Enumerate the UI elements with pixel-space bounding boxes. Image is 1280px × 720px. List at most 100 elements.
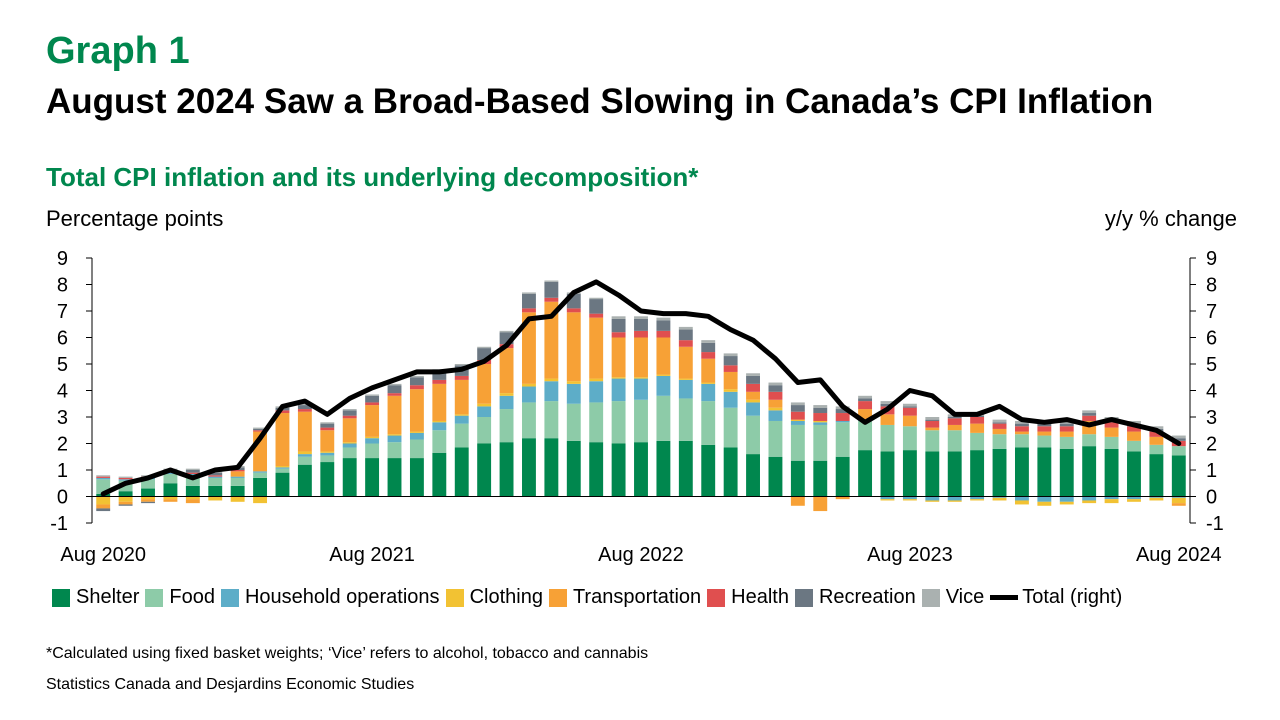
bar-segment-household-operations (1127, 496, 1141, 500)
bar-segment-shelter (387, 458, 402, 497)
legend-label: Household operations (244, 586, 440, 608)
bar-segment-transportation (409, 389, 424, 432)
bar-segment-transportation (678, 346, 693, 379)
bar-segment-recreation (1014, 423, 1029, 427)
bar-segment-health (746, 383, 760, 392)
legend-item: Health (707, 586, 789, 609)
bar-segment-transportation (1014, 431, 1029, 435)
bar-segment-shelter (880, 451, 895, 497)
bar-segment-shelter (522, 438, 536, 497)
bar-segment-shelter (118, 491, 133, 497)
legend-item: Household operations (220, 586, 440, 609)
bar-segment-transportation (1127, 431, 1141, 441)
bar-segment-health (656, 330, 671, 338)
bar-segment-health (432, 379, 447, 384)
y-tick-label-right: 6 (1206, 328, 1217, 350)
y-tick-label-right: 4 (1206, 381, 1217, 403)
bar-segment-recreation (701, 342, 716, 353)
bar-segment-shelter (454, 447, 469, 497)
bar-segment-health (858, 401, 873, 410)
bar-segment-vice (992, 419, 1007, 423)
bar-segment-food (208, 477, 223, 486)
bar-segment-vice (1059, 420, 1074, 424)
bar-segment-vice (656, 317, 671, 321)
bar-segment-household-operations (1082, 496, 1097, 501)
y-tick-label-right: 5 (1206, 354, 1217, 376)
bar-segment-health (813, 413, 828, 421)
bar-segment-shelter (342, 458, 357, 497)
bar-segment-clothing (409, 431, 424, 433)
bar-segment-household-operations (320, 452, 335, 456)
bar-segment-recreation (342, 410, 357, 416)
bar-segment-food (947, 430, 962, 452)
bar-segment-clothing (723, 389, 738, 392)
legend-swatch (52, 588, 70, 607)
bar-segment-vice (858, 395, 873, 399)
bar-segment-recreation (880, 403, 895, 407)
bar-segment-vice (790, 402, 805, 406)
bar-segment-food (1104, 436, 1119, 449)
bar-segment-food (275, 468, 290, 473)
bar-segment-household-operations (1149, 496, 1164, 498)
bar-segment-health (96, 476, 111, 478)
bar-segment-vice (522, 292, 536, 294)
bar-segment-household-operations (746, 402, 760, 416)
bar-segment-vice (185, 468, 200, 470)
bar-segment-transportation (141, 499, 155, 502)
bar-segment-clothing (275, 466, 290, 468)
bar-segment-recreation (1082, 413, 1097, 416)
bar-segment-household-operations (522, 386, 536, 403)
legend-label: Health (731, 586, 789, 608)
bar-segment-food (902, 426, 917, 451)
bar-segment-clothing (208, 496, 223, 501)
bar-segment-transportation (544, 301, 559, 379)
bar-segment-shelter (409, 458, 424, 497)
bar-segment-recreation (365, 395, 380, 403)
bar-segment-clothing (342, 442, 357, 444)
bar-segment-transportation (163, 499, 178, 502)
bar-segment-vice (611, 316, 626, 319)
bar-segment-vice (320, 422, 335, 424)
bar-segment-household-operations (275, 467, 290, 469)
bar-segment-transportation (768, 399, 783, 408)
bar-segment-shelter (208, 485, 223, 497)
bar-segment-household-operations (723, 391, 738, 408)
bar-segment-vice (387, 383, 402, 386)
bar-segment-household-operations (656, 375, 671, 396)
bar-segment-recreation (835, 409, 850, 414)
bar-segment-household-operations (118, 479, 133, 481)
bar-segment-food (544, 401, 559, 439)
bar-segment-clothing (790, 419, 805, 421)
bar-segment-vice (1082, 410, 1097, 414)
bar-segment-shelter (947, 451, 962, 497)
legend-swatch (220, 588, 239, 607)
bar-segment-household-operations (185, 473, 200, 476)
bar-segment-health (701, 352, 716, 359)
y-tick-label-left: 0 (57, 487, 68, 509)
bar-segment-health (634, 330, 648, 338)
bar-segment-transportation (1059, 431, 1074, 437)
bar-segment-clothing (163, 496, 178, 500)
bar-segment-vice (477, 346, 492, 349)
y-tick-label-right: 0 (1206, 487, 1217, 509)
bar-segment-shelter (589, 442, 604, 497)
bar-segment-food (365, 443, 380, 459)
bar-segment-food (1014, 434, 1029, 448)
bar-segment-food (656, 395, 671, 441)
bar-segment-shelter (566, 440, 581, 497)
bar-segment-clothing (454, 414, 469, 416)
y-tick-label-left: 3 (57, 407, 68, 429)
bar-segment-shelter (1014, 447, 1029, 497)
bar-segment-health (1014, 426, 1029, 432)
legend-label: Total (right) (1022, 586, 1123, 608)
bar-segment-household-operations (342, 443, 357, 448)
bar-segment-household-operations (880, 496, 895, 500)
bar-segment-transportation (566, 312, 581, 382)
bar-segment-food (566, 403, 581, 441)
bar-segment-household-operations (970, 496, 985, 500)
bar-segment-food (387, 442, 402, 459)
bar-segment-transportation (275, 413, 290, 467)
bar-segment-health (678, 340, 693, 347)
bar-segment-food (746, 415, 760, 455)
bar-segment-recreation (185, 470, 200, 473)
